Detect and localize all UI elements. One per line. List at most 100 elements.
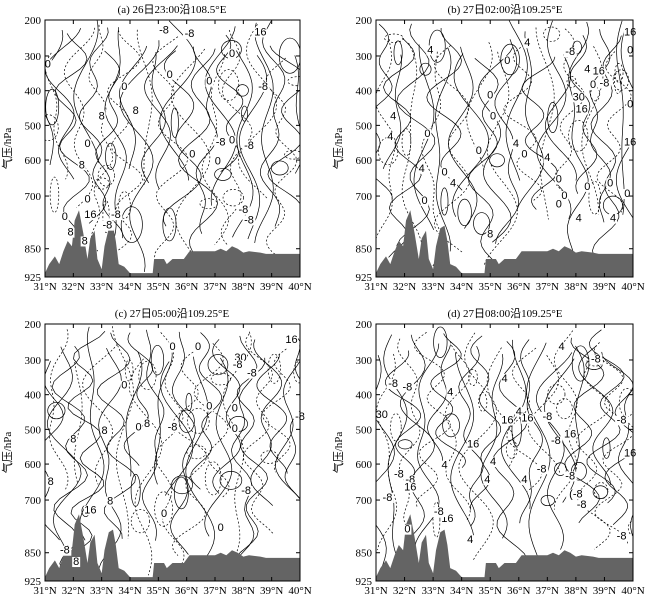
contour-negative: [63, 27, 96, 208]
contour-closed: [130, 473, 141, 507]
contour-label: 0: [504, 55, 510, 67]
plot-frame: [44, 19, 301, 278]
contour-positive: [383, 37, 422, 258]
contour-label: 0: [84, 138, 90, 150]
contour-closed: [614, 63, 624, 83]
contour-positive: [396, 23, 436, 264]
y-tick-label: 200: [25, 319, 42, 331]
contour-label-bg: [231, 359, 245, 370]
x-tick-label: 37°N: [536, 585, 559, 597]
x-tick-label: 34°N: [118, 281, 141, 293]
contour-closed: [204, 461, 222, 496]
contour-label-bg: [486, 90, 495, 101]
contour-label: -8: [434, 506, 444, 518]
contour-closed: [199, 198, 218, 210]
plot-frame: [44, 323, 301, 582]
contour-label-bg: [77, 160, 86, 171]
contour-closed: [433, 326, 448, 358]
contour-label-bg: [583, 181, 592, 192]
y-tick-label: 300: [25, 51, 42, 63]
y-axis-title: 气压/hPa: [0, 128, 14, 170]
x-tick-label: 32°N: [393, 585, 416, 597]
contour-label: -8: [617, 414, 627, 426]
contour-closed: [97, 164, 115, 187]
y-tick-label: 400: [356, 86, 373, 98]
contour-label: 4: [584, 64, 590, 76]
contour-negative: [376, 353, 398, 551]
contour-label-bg: [466, 535, 475, 546]
contour-positive: [141, 52, 166, 184]
contour-label-bg: [583, 64, 592, 75]
contour-label-bg: [228, 135, 236, 146]
contour-label-bg: [106, 496, 115, 507]
contour-positive: [536, 352, 573, 550]
contour-positive: [160, 361, 194, 496]
contour-label-bg: [417, 163, 426, 174]
contour-label-bg: [563, 47, 577, 58]
x-tick-label: 40°N: [621, 281, 644, 293]
contour-label-bg: [554, 174, 563, 185]
contour-label-bg: [563, 471, 577, 482]
y-tick-label: 700: [25, 191, 42, 203]
contour-label-bg: [403, 482, 417, 493]
y-tick-label: 400: [25, 86, 42, 98]
contour-positive: [492, 341, 528, 560]
contour-label-bg: [474, 146, 483, 157]
contour-label: -8: [159, 25, 169, 37]
contour-closed: [170, 107, 179, 138]
contour-label: 0: [45, 58, 51, 70]
contour-label-bg: [563, 429, 577, 440]
contour-positive: [570, 345, 585, 478]
x-tick-label: 37°N: [203, 281, 226, 293]
contour-label: -8: [394, 469, 404, 481]
y-tick-label: 925: [356, 576, 373, 588]
contour-label: 0: [135, 421, 141, 433]
y-tick-label: 700: [25, 495, 42, 507]
contour-label: 16: [467, 439, 479, 451]
contour-label: -8: [233, 359, 243, 371]
contour-closed: [162, 207, 177, 242]
contour-closed: [173, 476, 189, 510]
x-tick-label: 31°N: [364, 585, 387, 597]
contour-label-bg: [403, 475, 417, 486]
contour-closed: [602, 437, 611, 459]
x-tick-label: 34°N: [450, 585, 473, 597]
contour-positive: [104, 27, 127, 262]
contour-label: 4: [387, 131, 393, 143]
contour-label-bg: [557, 342, 566, 353]
contour-closed: [378, 137, 399, 166]
contour-positive: [516, 31, 544, 210]
contour-label: 8: [99, 110, 105, 122]
x-tick-label: 32°N: [62, 281, 85, 293]
contour-label-bg: [245, 368, 259, 379]
y-tick-label: 500: [25, 120, 42, 132]
contour-negative: [104, 30, 143, 270]
x-tick-label: 38°N: [564, 281, 587, 293]
contour-label-bg: [58, 545, 72, 556]
contour-label-bg: [100, 220, 114, 231]
y-tick-label: 200: [25, 15, 42, 27]
contour-label-bg: [420, 196, 429, 207]
contour-label: 4: [490, 456, 496, 468]
y-tick-label: 925: [25, 272, 42, 284]
contour-closed: [442, 413, 460, 438]
x-tick-label: 36°N: [507, 281, 530, 293]
panel-title: (a) 26日23:00沿108.5°E: [118, 3, 227, 16]
contour-positive: [505, 20, 528, 181]
contour-label-bg: [535, 464, 549, 475]
contour-label-bg: [520, 149, 529, 160]
contour-closed: [556, 398, 573, 420]
contour-label: 0: [169, 341, 175, 353]
contour-positive: [260, 21, 286, 227]
contour-label-bg: [575, 104, 589, 115]
contour-label: 0: [229, 135, 235, 147]
x-tick-label: 35°N: [479, 281, 502, 293]
contour-closed: [219, 471, 243, 490]
contour-positive: [204, 26, 237, 206]
contour-label-bg: [520, 413, 534, 424]
contour-label: 0: [487, 90, 493, 102]
contour-closed: [260, 450, 279, 464]
contour-closed: [154, 491, 173, 527]
